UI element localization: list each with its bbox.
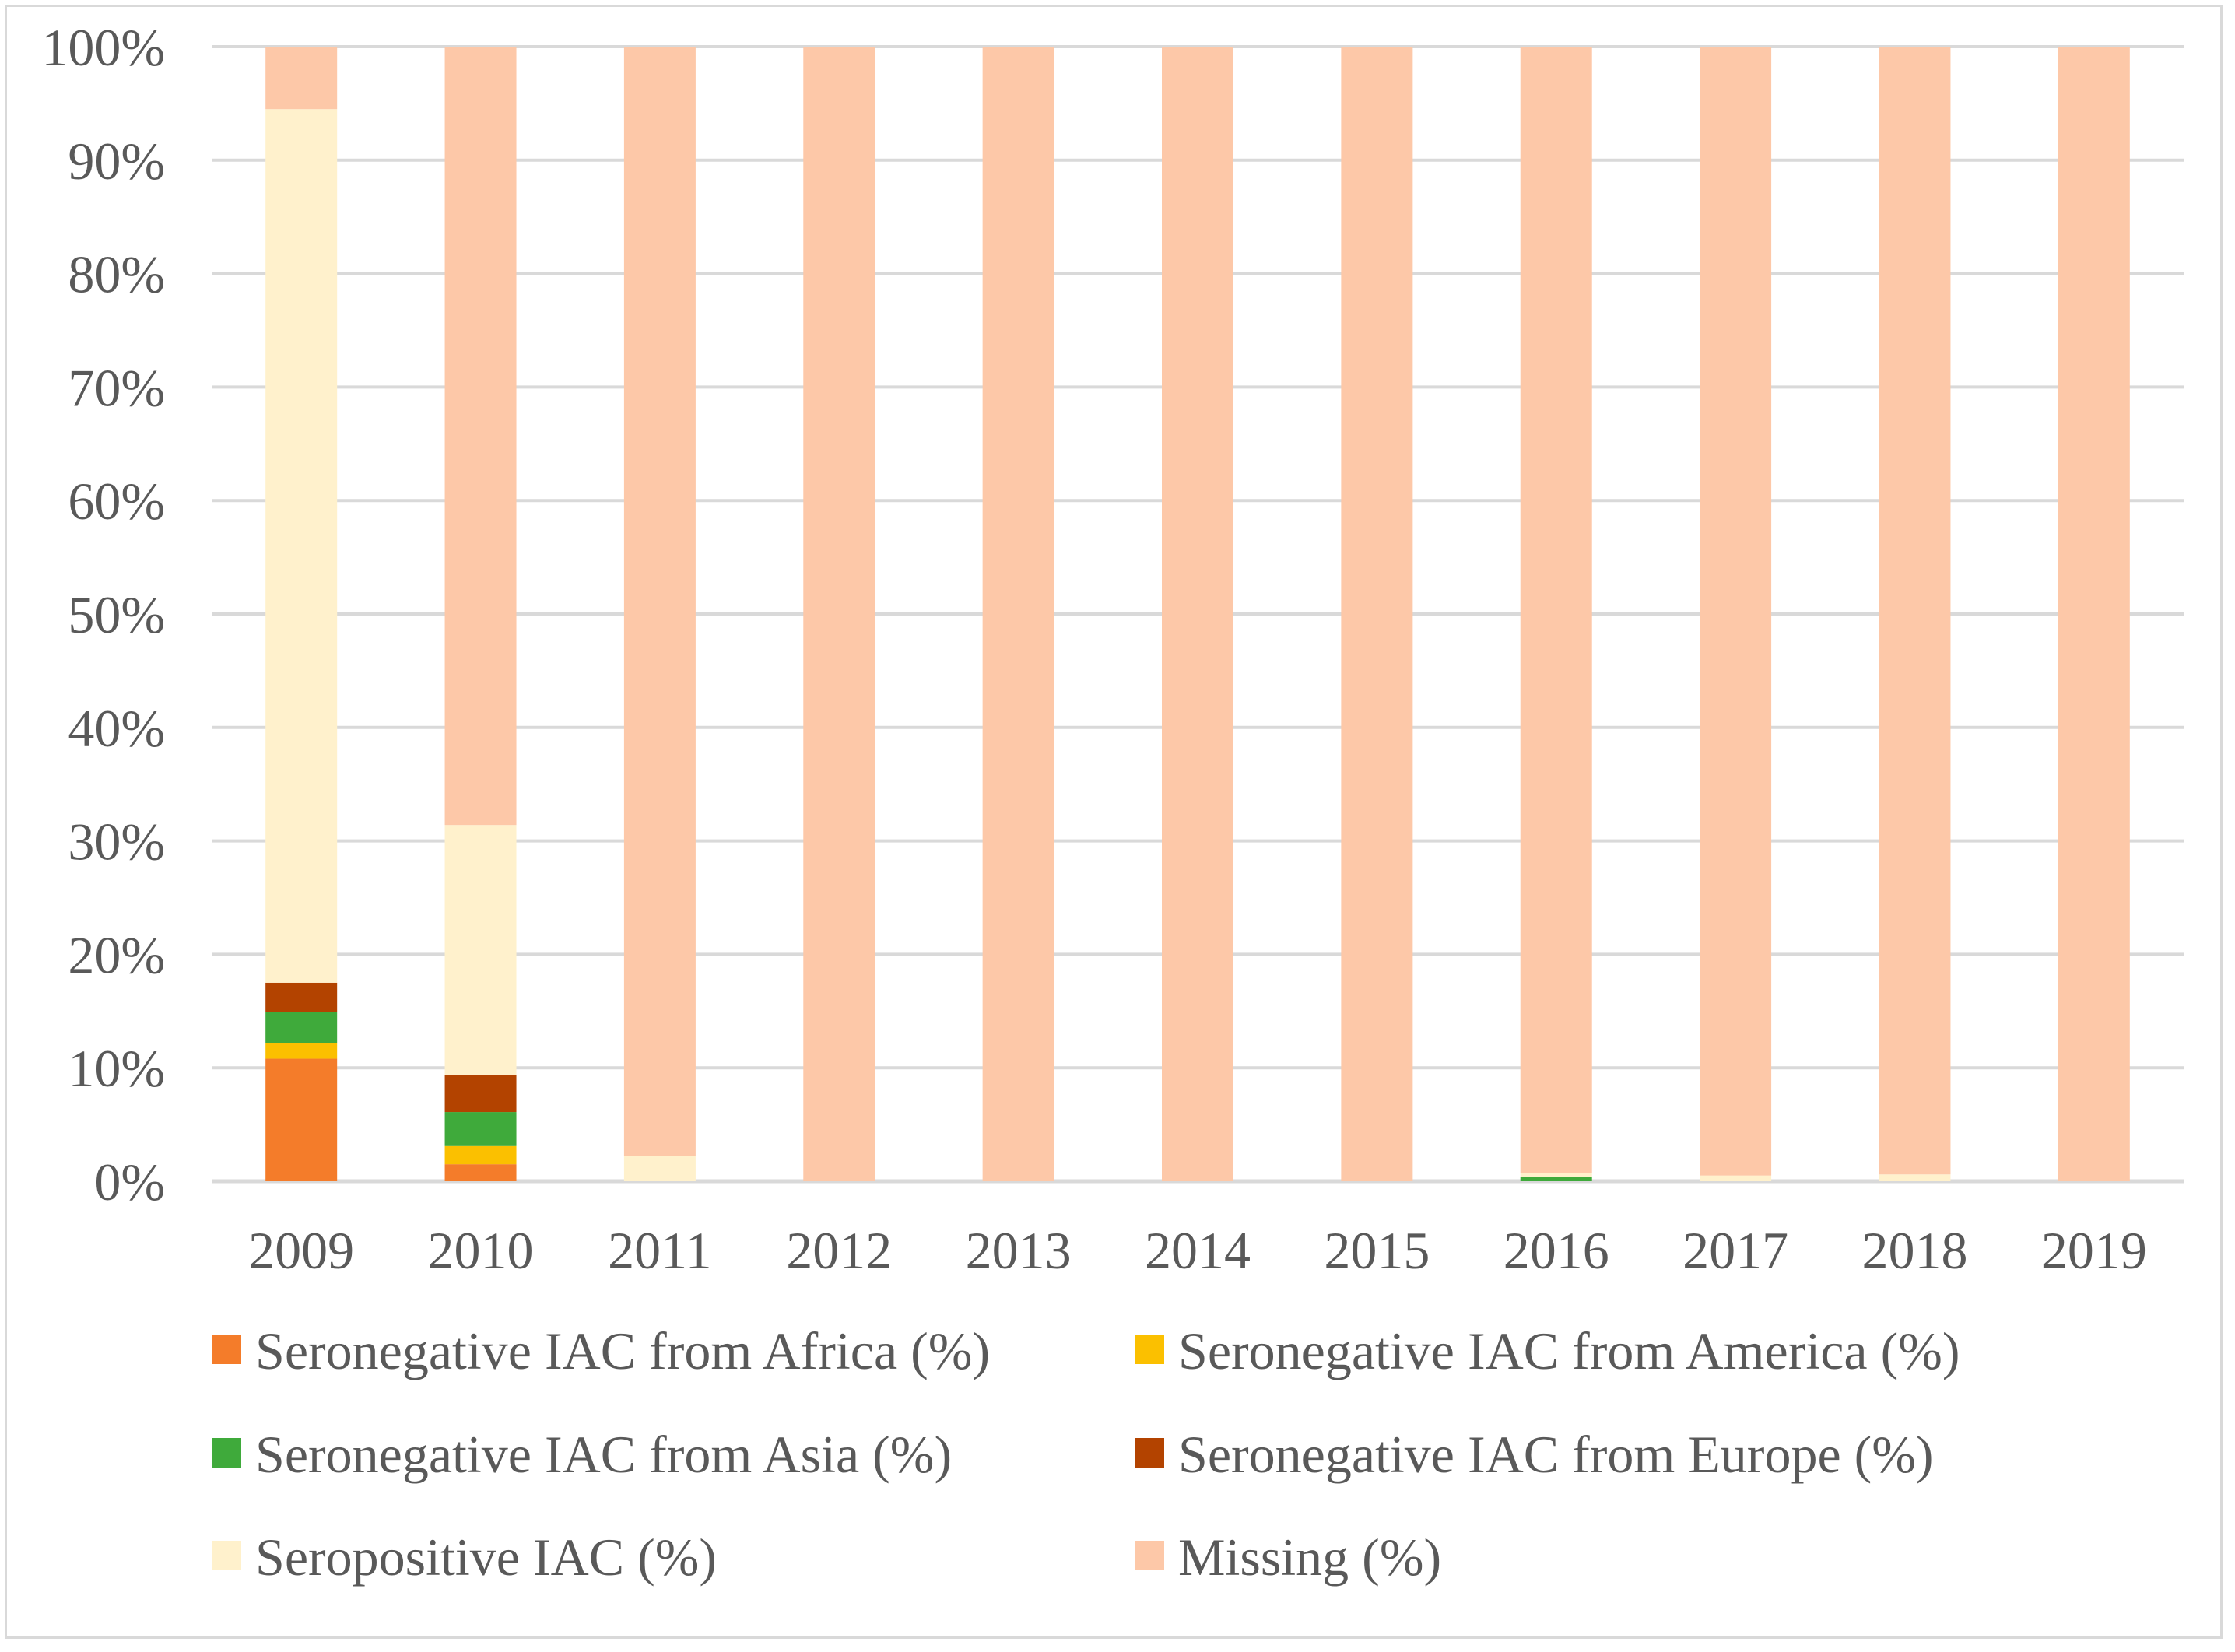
y-tick-label: 60% (68, 472, 165, 531)
bar-segment (1700, 47, 1772, 1176)
bar-segment (265, 982, 338, 1012)
legend-swatch (212, 1438, 241, 1468)
bar-segment (623, 1156, 696, 1181)
bar-segment (265, 1012, 338, 1043)
y-tick-label: 50% (68, 585, 165, 644)
y-axis-ticks: 0% 10% 20% 30% 40% 50% 60% 70% 80% 90% 100% (41, 18, 165, 1212)
bar-segment (1520, 1173, 1592, 1177)
legend-swatch (1135, 1541, 1164, 1570)
x-tick-label: 2017 (1682, 1221, 1788, 1280)
legend-label: Seronegative IAC from Africa (%) (255, 1321, 990, 1380)
legend-label: Seronegative IAC from Europe (%) (1178, 1425, 1934, 1484)
legend-label: Missing (%) (1178, 1527, 1441, 1587)
bars (265, 47, 2130, 1181)
bar-segment (444, 1145, 517, 1165)
bar-segment (1700, 1175, 1772, 1181)
x-axis-ticks: 2009 2010 2011 2012 2013 2014 2015 2016 2017 2018… (248, 1221, 2147, 1280)
x-tick-label: 2018 (1861, 1221, 1967, 1280)
x-tick-label: 2012 (786, 1221, 892, 1280)
bar-segment (265, 47, 338, 110)
bar-segment (265, 1058, 338, 1181)
bar-segment (803, 47, 875, 1181)
bar-segment (1879, 47, 1951, 1175)
bar-segment (444, 1164, 517, 1181)
bar-segment (444, 1074, 517, 1113)
legend-label: Seropositive IAC (%) (255, 1527, 717, 1587)
bar-segment (444, 47, 517, 826)
bar-segment (1520, 47, 1592, 1173)
y-tick-label: 80% (68, 245, 165, 304)
bar-segment (1879, 1174, 1951, 1181)
x-tick-label: 2014 (1145, 1221, 1251, 1280)
legend-swatch (1135, 1438, 1164, 1468)
legend-swatch (212, 1335, 241, 1364)
chart-frame (5, 5, 2223, 1639)
legend-swatch (212, 1541, 241, 1570)
bar-segment (623, 47, 696, 1156)
y-tick-label: 20% (68, 925, 165, 984)
x-tick-label: 2011 (608, 1221, 711, 1280)
bar-segment (1520, 1177, 1592, 1181)
bar-segment (444, 1112, 517, 1146)
bar-segment (265, 1043, 338, 1059)
legend-label: Seronegative IAC from Asia (%) (255, 1425, 952, 1484)
legend-label: Seronegative IAC from America (%) (1178, 1321, 1960, 1380)
x-tick-label: 2009 (248, 1221, 354, 1280)
legend-swatch (1135, 1335, 1164, 1364)
bar-segment (265, 109, 338, 983)
y-tick-label: 40% (68, 699, 165, 758)
y-tick-label: 100% (41, 18, 165, 77)
y-tick-label: 30% (68, 812, 165, 872)
y-tick-label: 70% (68, 358, 165, 417)
bar-segment (444, 825, 517, 1075)
x-tick-label: 2013 (966, 1221, 1072, 1280)
x-tick-label: 2015 (1324, 1221, 1430, 1280)
bar-segment (2058, 47, 2130, 1181)
bar-segment (1162, 47, 1233, 1181)
legend: Seronegative IAC from Africa (%) Seronega… (212, 1321, 1960, 1587)
x-tick-label: 2016 (1503, 1221, 1609, 1280)
y-tick-label: 10% (68, 1039, 165, 1098)
x-tick-label: 2019 (2041, 1221, 2147, 1280)
y-tick-label: 0% (94, 1152, 165, 1212)
x-tick-label: 2010 (428, 1221, 534, 1280)
bar-segment (982, 47, 1054, 1181)
bar-segment (1341, 47, 1413, 1181)
y-tick-label: 90% (68, 132, 165, 191)
